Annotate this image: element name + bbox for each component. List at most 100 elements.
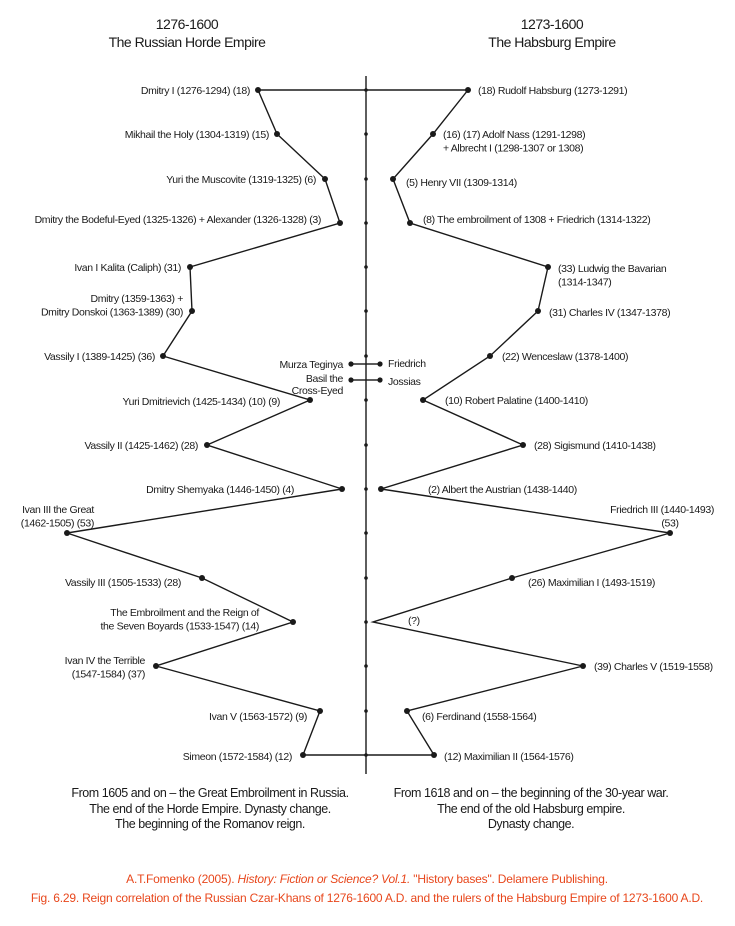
habsburg-ruler-label: (12) Maximilian II (1564-1576): [444, 751, 574, 763]
habsburg-reign-point: [390, 176, 396, 182]
habsburg-reign-point: [378, 486, 384, 492]
russia-reign-point: [160, 353, 166, 359]
axis-tick: [364, 221, 368, 225]
source-citation: A.T.Fomenko (2005). History: Fiction or …: [126, 872, 608, 886]
axis-tick: [364, 177, 368, 181]
habsburg-ruler-label: (33) Ludwig the Bavarian: [558, 263, 667, 275]
axis-tick: [364, 664, 368, 668]
habsburg-ruler-label: (22) Wenceslaw (1378-1400): [502, 351, 628, 363]
russia-ruler-label: Yuri the Muscovite (1319-1325) (6): [166, 174, 316, 186]
citation-author: A.T.Fomenko (2005).: [126, 872, 237, 886]
side-label-friedrich: Friedrich: [388, 358, 426, 370]
russia-reign-point: [317, 708, 323, 714]
left-years: 1276-1600: [156, 16, 219, 32]
side-label-basil: Basil the: [306, 373, 344, 385]
figure-caption: Fig. 6.29. Reign correlation of the Russ…: [31, 891, 703, 905]
russia-reign-point: [255, 87, 261, 93]
habsburg-ruler-label: + Albrecht I (1298-1307 or 1308): [443, 143, 583, 155]
right-years: 1273-1600: [521, 16, 584, 32]
side-point: [377, 377, 383, 383]
axis-tick: [364, 398, 368, 402]
russia-ruler-label: The Embroilment and the Reign of: [110, 607, 259, 619]
russia-reign-point: [189, 308, 195, 314]
russia-reign-point: [64, 530, 70, 536]
habsburg-reign-point: [465, 87, 471, 93]
habsburg-ruler-label: (31) Charles IV (1347-1378): [549, 307, 670, 319]
axis-tick: [364, 132, 368, 136]
axis-tick: [364, 443, 368, 447]
russia-reign-point: [199, 575, 205, 581]
russia-ruler-label: Vassily I (1389-1425) (36): [44, 351, 155, 363]
habsburg-reign-point: [535, 308, 541, 314]
footer-left-line: The end of the Horde Empire. Dynasty cha…: [89, 802, 330, 816]
footer-right-line: The end of the old Habsburg empire.: [437, 802, 625, 816]
habsburg-ruler-label: (5) Henry VII (1309-1314): [406, 177, 517, 189]
russia-reign-point: [274, 131, 280, 137]
side-point: [377, 361, 383, 367]
habsburg-ruler-label: (39) Charles V (1519-1558): [594, 661, 713, 673]
russia-reign-line: [66, 89, 343, 756]
footer-right-line: From 1618 and on – the beginning of the …: [394, 786, 669, 800]
side-point: [348, 377, 354, 383]
side-label-murza: Murza Teginya: [279, 359, 343, 371]
habsburg-ruler-label: (53): [661, 518, 678, 530]
russia-reign-point: [187, 264, 193, 270]
habsburg-reign-point: [404, 708, 410, 714]
russia-ruler-label: Ivan V (1563-1572) (9): [209, 711, 307, 723]
left-title: The Russian Horde Empire: [109, 34, 267, 50]
russia-ruler-label: Yuri Dmitrievich (1425-1434) (10) (9): [123, 396, 280, 408]
habsburg-reign-line: [370, 89, 671, 756]
header-left: 1276-1600 The Russian Horde Empire: [109, 16, 267, 50]
russia-reign-point: [307, 397, 313, 403]
russia-ruler-label: Simeon (1572-1584) (12): [183, 751, 292, 763]
habsburg-ruler-label: (26) Maximilian I (1493-1519): [528, 577, 655, 589]
habsburg-ruler-label: (10) Robert Palatine (1400-1410): [445, 395, 588, 407]
habsburg-ruler-label: (1314-1347): [558, 277, 611, 289]
axis-tick: [364, 487, 368, 491]
habsburg-reign-point: [431, 752, 437, 758]
habsburg-reign-point: [407, 220, 413, 226]
russia-reign-point: [300, 752, 306, 758]
russia-ruler-label: Ivan III the Great: [22, 504, 94, 516]
russia-ruler-label: Vassily III (1505-1533) (28): [65, 577, 181, 589]
footer-left-line: From 1605 and on – the Great Embroilment…: [71, 786, 348, 800]
citation-title: History: Fiction or Science? Vol.1.: [238, 872, 411, 886]
russia-ruler-label: (1547-1584) (37): [72, 669, 145, 681]
axis-tick: [364, 354, 368, 358]
axis-tick: [364, 309, 368, 313]
habsburg-reign-point: [667, 530, 673, 536]
footer-right-line: Dynasty change.: [488, 817, 574, 831]
russia-ruler-label: Dmitry the Bodeful-Eyed (1325-1326) + Al…: [35, 214, 321, 226]
russia-reign-point: [322, 176, 328, 182]
russia-reign-point: [290, 619, 296, 625]
russia-ruler-label: Ivan IV the Terrible: [65, 655, 146, 667]
habsburg-ruler-label: Friedrich III (1440-1493): [610, 504, 714, 516]
russia-ruler-label: the Seven Boyards (1533-1547) (14): [100, 621, 259, 633]
russia-reign-point: [339, 486, 345, 492]
russia-reign-point: [337, 220, 343, 226]
russia-ruler-label: Vassily II (1425-1462) (28): [85, 440, 199, 452]
side-point: [348, 361, 354, 367]
citation-publisher: "History bases". Delamere Publishing.: [410, 872, 608, 886]
habsburg-reign-point: [545, 264, 551, 270]
habsburg-reign-point: [487, 353, 493, 359]
russia-ruler-label: Ivan I Kalita (Caliph) (31): [74, 262, 181, 274]
footer-right: From 1618 and on – the beginning of the …: [394, 786, 669, 831]
axis-tick: [364, 620, 368, 624]
footer-left: From 1605 and on – the Great Embroilment…: [71, 786, 349, 831]
habsburg-reign-point: [509, 575, 515, 581]
axis-tick: [364, 709, 368, 713]
habsburg-reign-point: [430, 131, 436, 137]
habsburg-reign-point: [420, 397, 426, 403]
habsburg-ruler-label: (8) The embroilment of 1308 + Friedrich …: [423, 214, 650, 226]
habsburg-ruler-label: (6) Ferdinand (1558-1564): [422, 711, 536, 723]
russia-reign-point: [153, 663, 159, 669]
habsburg-ruler-label: (28) Sigismund (1410-1438): [534, 440, 656, 452]
habsburg-ruler-label: (?): [408, 615, 420, 627]
russia-reign-point: [204, 442, 210, 448]
russia-ruler-label: Mikhail the Holy (1304-1319) (15): [125, 129, 269, 141]
axis-tick: [364, 265, 368, 269]
russia-ruler-label: Dmitry Donskoi (1363-1389) (30): [41, 307, 183, 319]
habsburg-reign-point: [520, 442, 526, 448]
habsburg-ruler-label: (2) Albert the Austrian (1438-1440): [428, 484, 577, 496]
